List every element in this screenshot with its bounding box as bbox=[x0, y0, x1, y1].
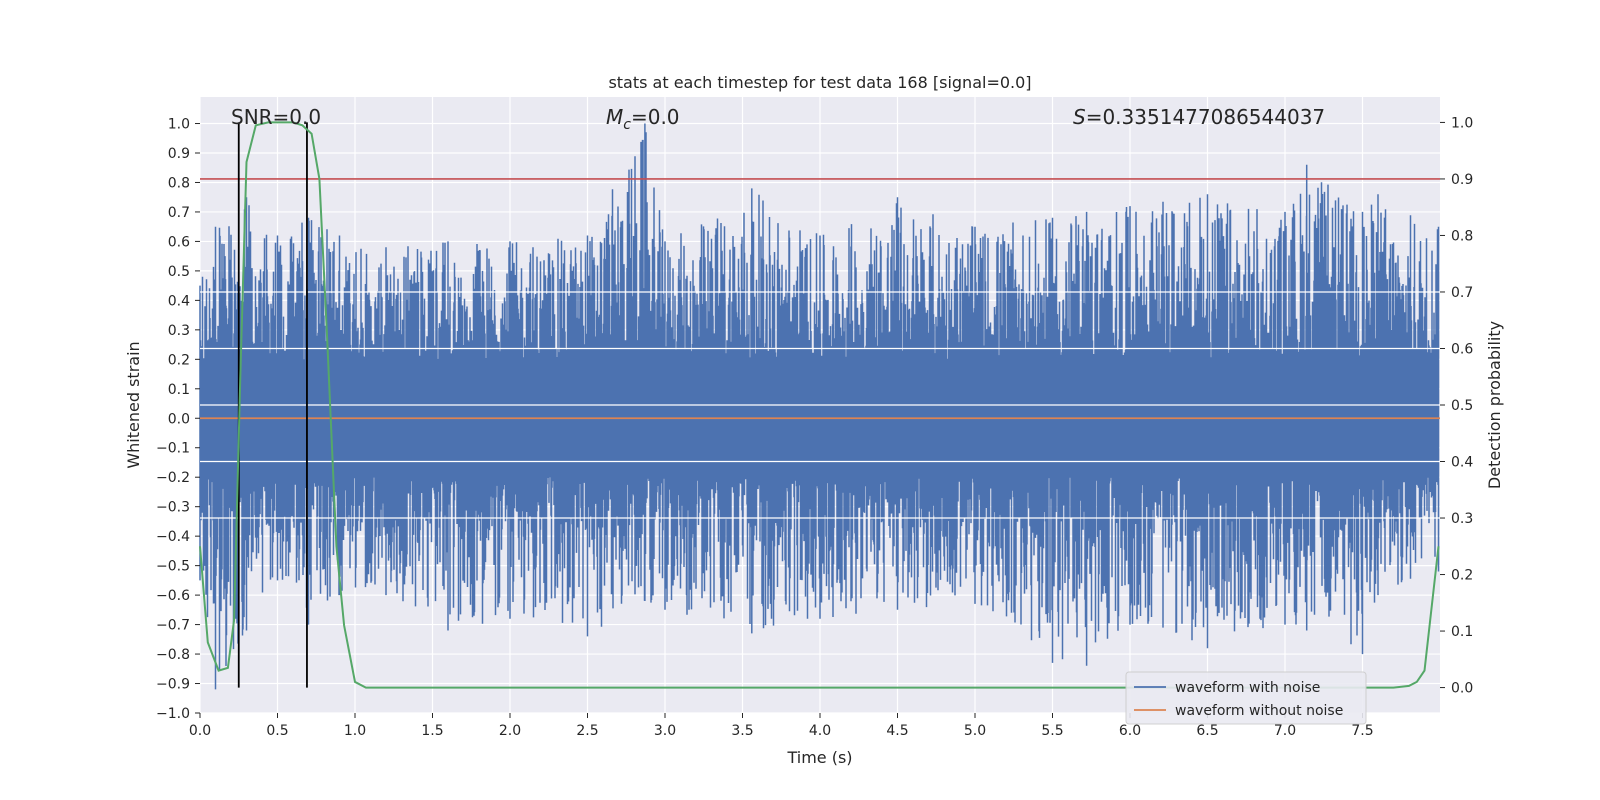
y-tick-label: −0.7 bbox=[156, 618, 190, 634]
right-axis-grid bbox=[200, 291, 1440, 519]
x-axis-label: Time (s) bbox=[786, 748, 852, 767]
y-right-tick-label: 0.6 bbox=[1451, 341, 1473, 357]
y-right-tick-label: 0.0 bbox=[1451, 681, 1473, 697]
y-tick-label: −0.4 bbox=[156, 529, 190, 545]
y-right-tick-label: 0.8 bbox=[1451, 228, 1473, 244]
chart-title: stats at each timestep for test data 168… bbox=[608, 73, 1031, 92]
y-tick-label: 0.3 bbox=[168, 323, 190, 339]
y-tick-label: −0.8 bbox=[156, 647, 190, 663]
y-tick-label: −0.9 bbox=[156, 677, 190, 693]
waveform-with-noise-series bbox=[199, 123, 1440, 690]
x-tick-label: 6.5 bbox=[1196, 723, 1218, 739]
y-tick-label: −0.1 bbox=[156, 441, 190, 457]
legend: waveform with noise waveform without nois… bbox=[1125, 671, 1367, 725]
y-right-tick-label: 0.3 bbox=[1451, 511, 1473, 527]
x-tick-label: 2.0 bbox=[499, 723, 521, 739]
y-tick-label: 0.6 bbox=[168, 234, 190, 250]
y-tick-label: 0.5 bbox=[168, 264, 190, 280]
x-tick-label: 4.5 bbox=[886, 723, 908, 739]
y-right-tick-label: 0.1 bbox=[1451, 624, 1473, 640]
y-tick-label: −0.2 bbox=[156, 470, 190, 486]
y-right-tick-label: 0.7 bbox=[1451, 285, 1473, 301]
x-tick-label: 2.5 bbox=[576, 723, 598, 739]
x-tick-label: 0.0 bbox=[189, 723, 211, 739]
x-tick-label: 7.5 bbox=[1351, 723, 1373, 739]
y-right-tick-label: 0.2 bbox=[1451, 568, 1473, 584]
chirp-mass-annotation: Mc=0.0 bbox=[606, 105, 680, 133]
score-annotation: S=0.3351477086544037 bbox=[1073, 105, 1325, 129]
y-right-tick-label: 1.0 bbox=[1451, 115, 1473, 131]
x-tick-label: 1.0 bbox=[344, 723, 366, 739]
y-tick-label: −0.3 bbox=[156, 500, 190, 516]
y-tick-label: 0.4 bbox=[168, 293, 190, 309]
y-tick-label: −0.5 bbox=[156, 559, 190, 575]
y-tick-label: 0.8 bbox=[168, 175, 190, 191]
y-tick-label: 0.0 bbox=[168, 411, 190, 427]
x-tick-label: 1.5 bbox=[421, 723, 443, 739]
x-tick-label: 7.0 bbox=[1274, 723, 1296, 739]
legend-label: waveform without noise bbox=[1175, 703, 1343, 719]
legend-box bbox=[1125, 671, 1367, 725]
y-tick-label: −1.0 bbox=[156, 706, 190, 722]
x-tick-label: 3.5 bbox=[731, 723, 753, 739]
y-axis-label: Whitened strain bbox=[124, 341, 143, 468]
x-tick-label: 5.0 bbox=[964, 723, 986, 739]
overlay-lines bbox=[199, 121, 1440, 689]
y-right-tick-label: 0.9 bbox=[1451, 172, 1473, 188]
y-tick-label: 0.1 bbox=[168, 382, 190, 398]
y-right-tick-label: 0.4 bbox=[1451, 455, 1473, 471]
y-axis-right-label: Detection probability bbox=[1485, 321, 1504, 489]
x-tick-label: 0.5 bbox=[266, 723, 288, 739]
snr-annotation: SNR=0.0 bbox=[231, 105, 321, 129]
y-tick-label: 0.9 bbox=[168, 146, 190, 162]
x-tick-label: 6.0 bbox=[1119, 723, 1141, 739]
y-tick-label: 1.0 bbox=[168, 117, 190, 133]
annotations: SNR=0.0 Mc=0.0 S=0.3351477086544037 bbox=[231, 105, 1325, 133]
x-tick-label: 3.0 bbox=[654, 723, 676, 739]
x-tick-label: 5.5 bbox=[1041, 723, 1063, 739]
waveform-with-noise-line bbox=[199, 123, 1440, 690]
y-tick-label: −0.6 bbox=[156, 588, 190, 604]
tick-labels: 0.0 0.5 1.0 1.5 2.0 2.5 3.0 3.5 4.0 4.5 5.0 5.5 6.0 6… bbox=[156, 115, 1473, 739]
y-right-tick-label: 0.5 bbox=[1451, 398, 1473, 414]
legend-label: waveform with noise bbox=[1175, 680, 1320, 696]
x-tick-label: 4.0 bbox=[809, 723, 831, 739]
y-tick-label: 0.7 bbox=[168, 205, 190, 221]
y-tick-label: 0.2 bbox=[168, 352, 190, 368]
